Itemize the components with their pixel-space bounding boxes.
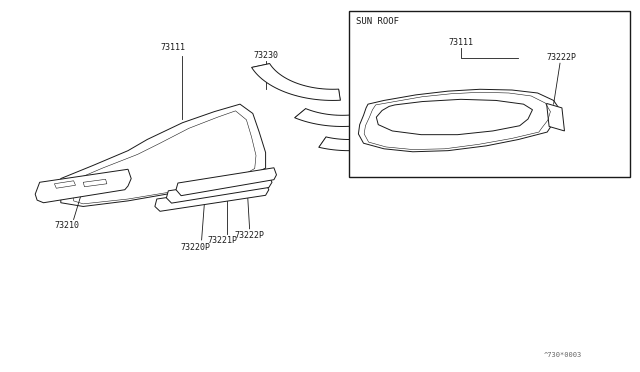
Polygon shape	[358, 89, 560, 152]
Polygon shape	[61, 104, 266, 206]
Polygon shape	[35, 169, 131, 203]
Polygon shape	[319, 135, 389, 151]
Polygon shape	[294, 109, 378, 126]
Polygon shape	[252, 64, 340, 100]
Bar	[349, 11, 630, 177]
Text: 73222P: 73222P	[547, 53, 577, 62]
Text: 73230: 73230	[253, 51, 278, 60]
Text: 73111: 73111	[448, 38, 474, 46]
Text: SUN ROOF: SUN ROOF	[356, 17, 399, 26]
Polygon shape	[176, 168, 276, 196]
Text: ^730*0003: ^730*0003	[544, 352, 582, 358]
Text: 73222P: 73222P	[235, 231, 264, 240]
Polygon shape	[547, 103, 564, 131]
Text: 73221P: 73221P	[208, 236, 237, 245]
Text: 73220P: 73220P	[180, 243, 210, 251]
Polygon shape	[376, 99, 532, 135]
Polygon shape	[155, 183, 269, 211]
Polygon shape	[166, 176, 272, 203]
Text: 73111: 73111	[160, 43, 186, 52]
Text: 73210: 73210	[54, 221, 80, 230]
